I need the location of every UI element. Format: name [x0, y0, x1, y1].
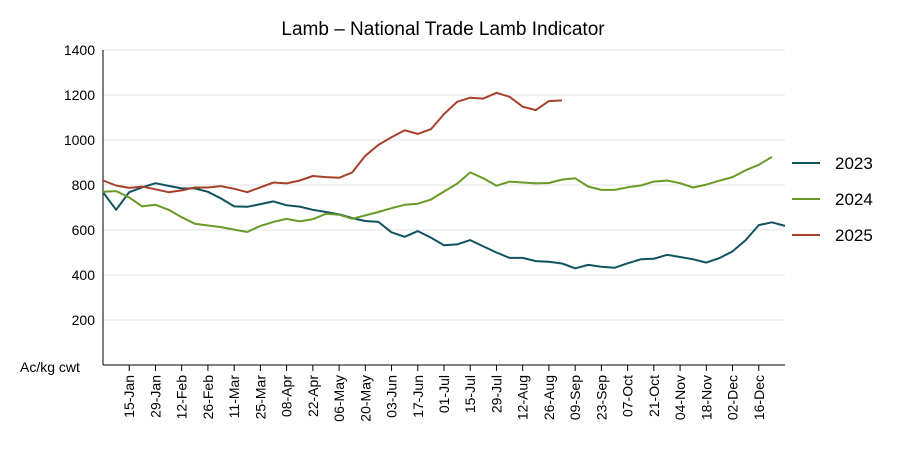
x-tick-label: 06-May	[331, 375, 347, 422]
legend-label-2023: 2023	[835, 154, 873, 173]
chart-title: Lamb – National Trade Lamb Indicator	[281, 19, 605, 40]
x-tick-label: 23-Sep	[593, 375, 609, 420]
x-tick-label: 09-Sep	[567, 375, 583, 420]
x-tick-label: 20-May	[357, 375, 373, 422]
x-axis: 15-Jan 29-Jan 12-Feb 26-Feb 11-Mar 25-Mar 08-A…	[103, 364, 785, 422]
x-tick-label: 15-Jul	[462, 375, 478, 413]
legend-label-2025: 2025	[835, 226, 873, 245]
legend: 2023 2024 2025	[792, 154, 873, 245]
x-tick-label: 01-Jul	[436, 375, 452, 413]
x-tick-label: 17-Jun	[410, 375, 426, 418]
x-tick-label: 04-Nov	[672, 375, 688, 420]
y-tick-label: 200	[72, 312, 96, 328]
y-axis-unit-label: Ac/kg cwt	[20, 359, 80, 375]
series-line-2023	[102, 182, 786, 270]
y-tick-label: 600	[72, 222, 96, 238]
x-tick-label: 02-Dec	[725, 375, 741, 420]
y-tick-label: 1000	[64, 132, 95, 148]
x-tick-label: 21-Oct	[646, 375, 662, 417]
x-tick-label: 22-Apr	[305, 375, 321, 417]
x-tick-label: 11-Mar	[226, 375, 242, 419]
x-tick-label: 12-Aug	[515, 375, 531, 420]
y-tick-label: 400	[72, 267, 96, 283]
y-axis: 200 400 600 800 1000 1200 1400	[64, 42, 104, 365]
x-tick-label: 08-Apr	[279, 375, 295, 417]
series-line-2024	[102, 156, 773, 233]
x-tick-label: 15-Jan	[121, 375, 137, 418]
x-tick-label: 29-Jul	[488, 375, 504, 413]
x-tick-label: 18-Nov	[698, 375, 714, 420]
y-tick-label: 1400	[64, 42, 95, 58]
x-tick-label: 26-Feb	[200, 375, 216, 420]
series-lines	[102, 91, 786, 270]
y-tick-label: 1200	[64, 87, 95, 103]
x-tick-label: 12-Feb	[174, 375, 190, 420]
y-tick-label: 800	[72, 177, 96, 193]
series-line-2025	[102, 91, 563, 194]
x-tick-label: 25-Mar	[252, 375, 268, 420]
x-tick-label: 29-Jan	[147, 375, 163, 418]
gridlines	[103, 49, 785, 321]
x-tick-label: 03-Jun	[384, 375, 400, 418]
x-tick-label: 16-Dec	[751, 375, 767, 420]
x-tick-label: 07-Oct	[620, 375, 636, 417]
x-tick-label: 26-Aug	[541, 375, 557, 420]
legend-label-2024: 2024	[835, 190, 873, 209]
